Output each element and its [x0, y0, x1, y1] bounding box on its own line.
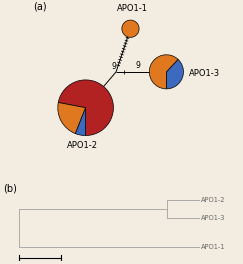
Wedge shape	[58, 102, 86, 134]
Text: (a): (a)	[34, 2, 47, 12]
Text: APO1-3: APO1-3	[201, 215, 226, 221]
Wedge shape	[122, 20, 139, 37]
Text: APO1-2: APO1-2	[201, 197, 226, 202]
Text: APO1-3: APO1-3	[189, 69, 220, 78]
Text: 9: 9	[136, 61, 140, 70]
Wedge shape	[166, 59, 183, 89]
Text: (b): (b)	[3, 184, 17, 194]
Text: APO1-1: APO1-1	[201, 244, 226, 250]
Wedge shape	[58, 80, 113, 135]
Wedge shape	[149, 55, 178, 89]
Text: APO1-1: APO1-1	[117, 4, 148, 13]
Text: 9: 9	[111, 63, 116, 72]
Text: APO1-2: APO1-2	[67, 141, 97, 150]
Wedge shape	[75, 108, 86, 135]
